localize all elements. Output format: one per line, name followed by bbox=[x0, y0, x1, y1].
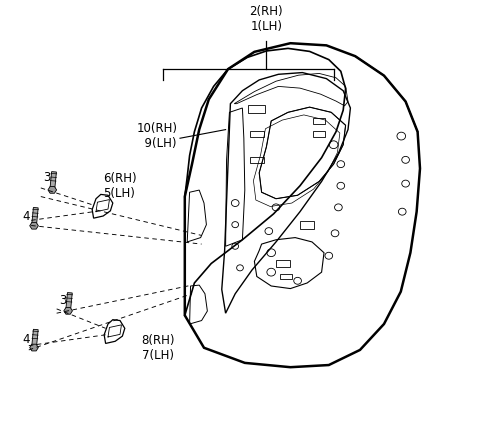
Text: 4: 4 bbox=[23, 210, 30, 222]
Polygon shape bbox=[64, 308, 72, 314]
Bar bbox=[313, 118, 325, 124]
Text: 10(RH)
  9(LH): 10(RH) 9(LH) bbox=[137, 122, 178, 150]
Polygon shape bbox=[30, 222, 38, 229]
Polygon shape bbox=[48, 187, 57, 193]
Text: 8(RH)
7(LH): 8(RH) 7(LH) bbox=[142, 334, 175, 362]
Polygon shape bbox=[50, 172, 57, 190]
Bar bbox=[250, 131, 264, 137]
Text: 6(RH)
5(LH): 6(RH) 5(LH) bbox=[103, 172, 137, 200]
Bar bbox=[313, 131, 325, 137]
Polygon shape bbox=[32, 207, 38, 226]
Text: 4: 4 bbox=[23, 333, 30, 346]
Bar bbox=[250, 156, 264, 163]
Text: 3: 3 bbox=[43, 171, 51, 184]
Bar bbox=[279, 274, 292, 279]
Bar bbox=[276, 260, 290, 267]
Text: 3: 3 bbox=[59, 294, 66, 307]
Bar bbox=[300, 221, 314, 229]
Polygon shape bbox=[32, 329, 38, 348]
Bar bbox=[249, 105, 265, 113]
Text: 2(RH)
1(LH): 2(RH) 1(LH) bbox=[250, 6, 283, 33]
Polygon shape bbox=[66, 292, 72, 311]
Polygon shape bbox=[30, 344, 38, 351]
